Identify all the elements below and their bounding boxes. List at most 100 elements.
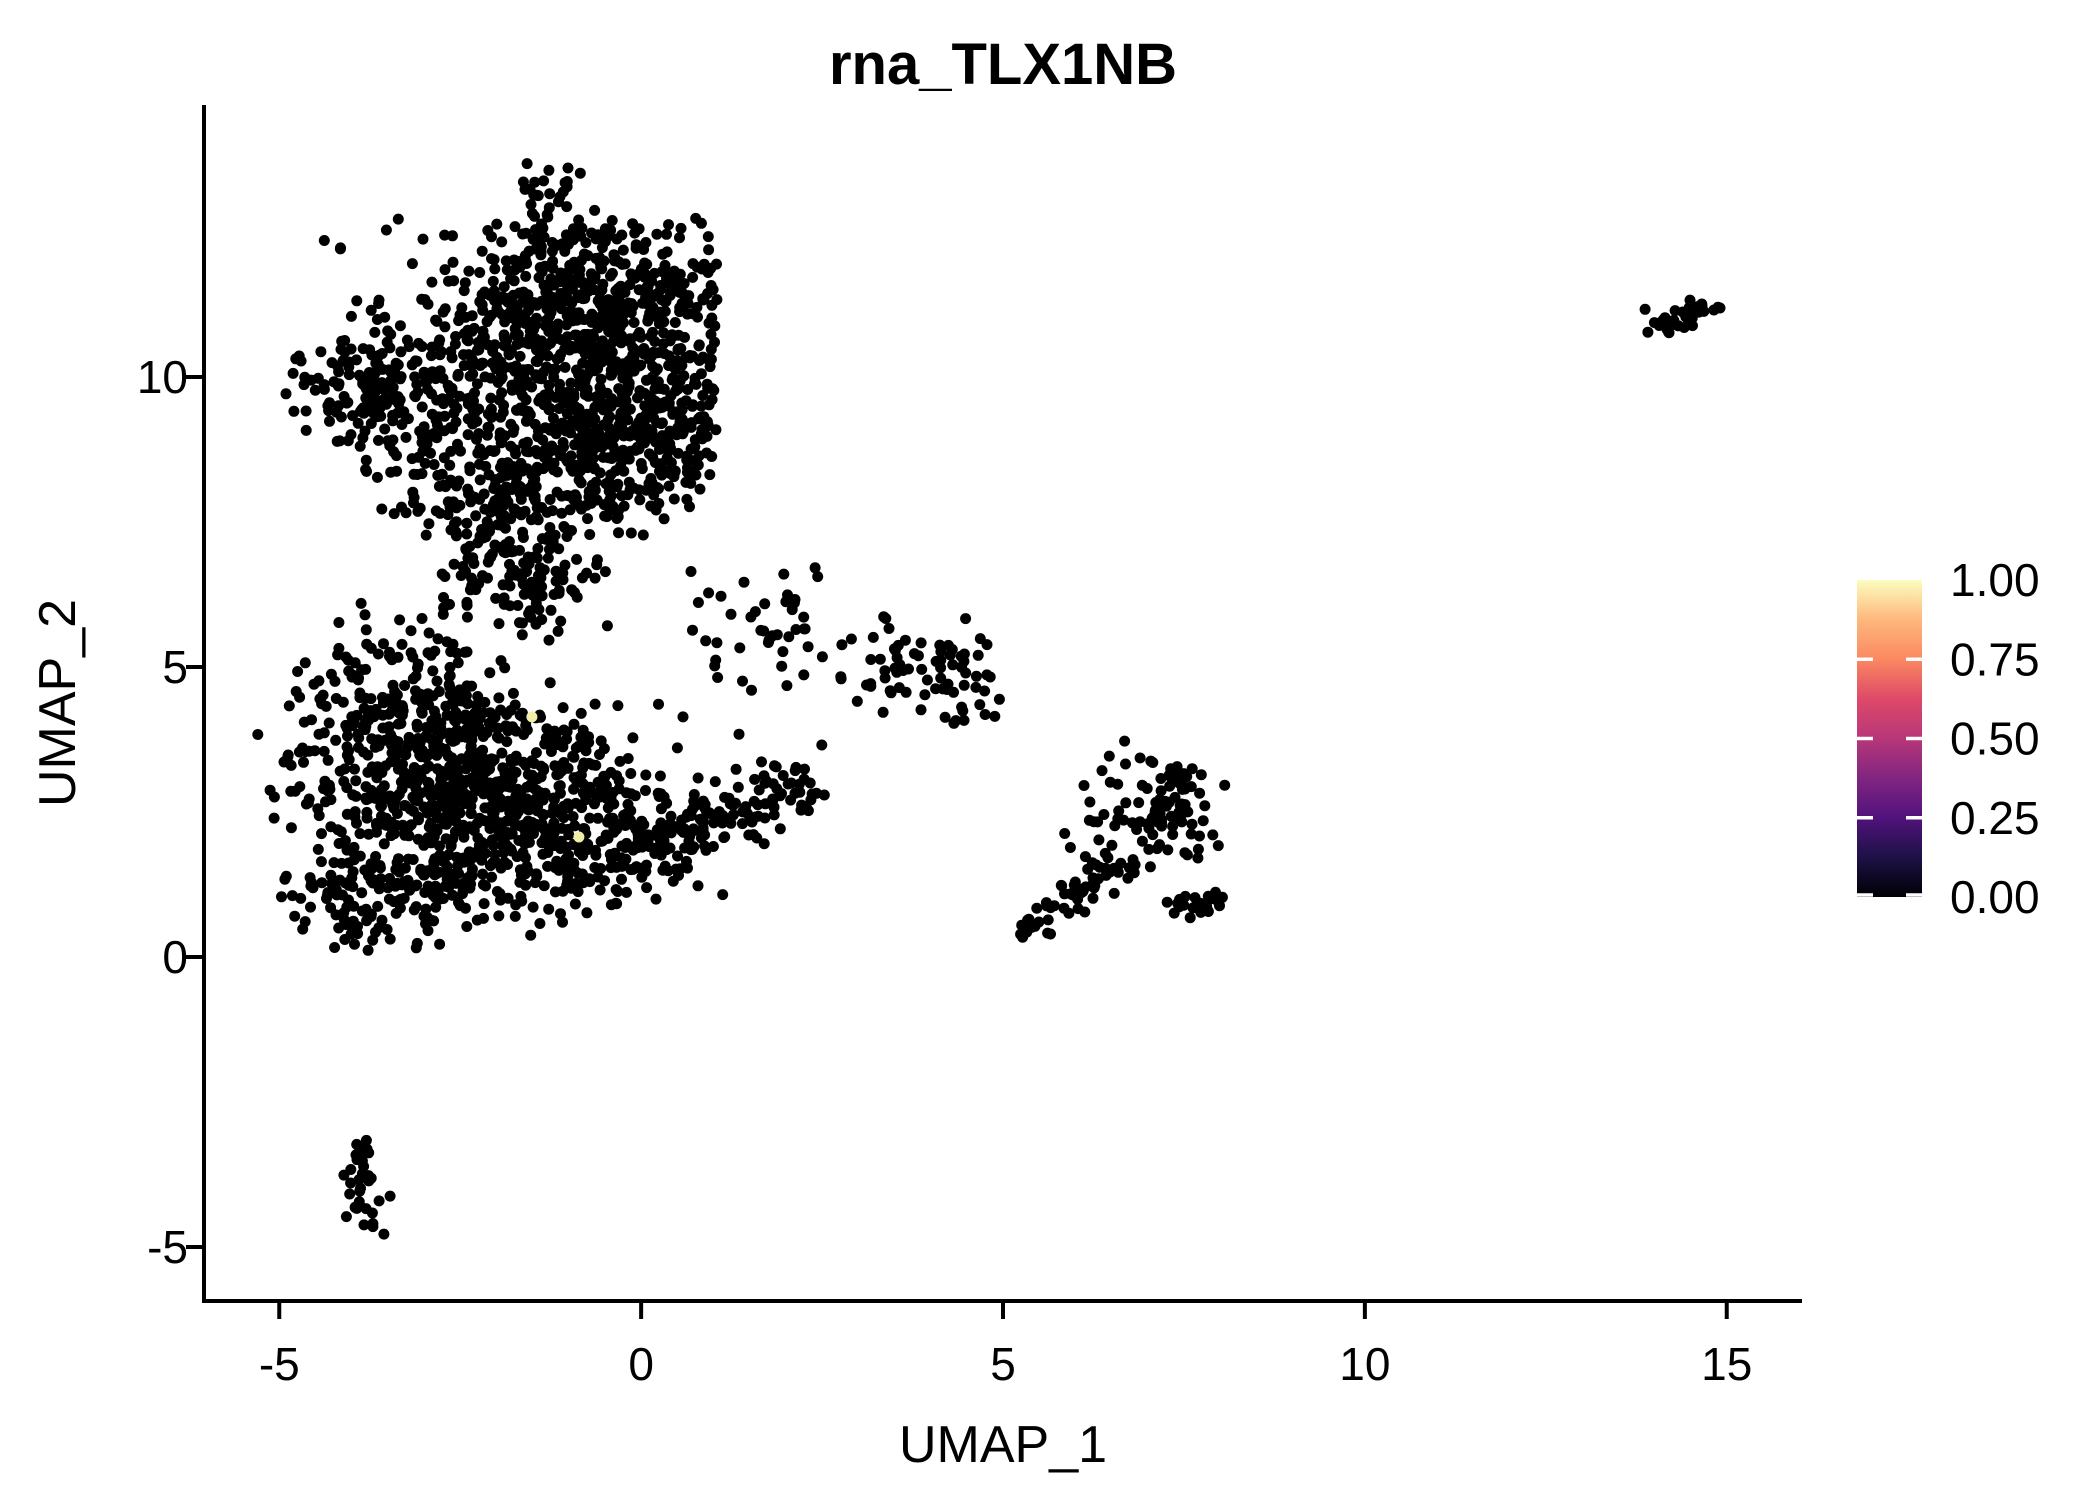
point [513, 287, 525, 299]
point [331, 435, 343, 447]
point [517, 578, 529, 590]
point [578, 344, 589, 356]
point [1108, 887, 1120, 899]
point [677, 301, 689, 313]
point [625, 768, 637, 779]
point [657, 464, 669, 476]
point [598, 255, 610, 267]
point [548, 371, 560, 383]
point [448, 558, 460, 570]
point [634, 328, 646, 340]
point [640, 237, 652, 248]
point [570, 459, 582, 471]
point [288, 405, 300, 417]
point [428, 459, 440, 470]
point [547, 255, 559, 267]
point [701, 378, 713, 390]
point [406, 258, 418, 270]
point [711, 637, 723, 649]
point [525, 929, 537, 941]
point [445, 803, 457, 815]
point [816, 739, 828, 751]
point [535, 711, 546, 723]
point [501, 815, 513, 827]
point [315, 346, 327, 358]
point [459, 788, 471, 800]
point [542, 860, 554, 872]
point [763, 634, 775, 646]
colorbar-label: 0.75 [1950, 633, 2040, 685]
point [417, 233, 429, 245]
point [352, 728, 364, 740]
point [919, 689, 931, 701]
point [545, 273, 557, 285]
point [1113, 805, 1125, 817]
point [655, 418, 667, 430]
point [442, 393, 454, 405]
point [356, 664, 368, 676]
point [1192, 843, 1204, 855]
point [523, 245, 535, 257]
point [503, 349, 515, 361]
point [1165, 763, 1177, 775]
point [867, 631, 879, 643]
point [595, 835, 607, 847]
point [592, 812, 604, 824]
point [590, 476, 602, 488]
point [438, 452, 450, 464]
point [340, 1211, 352, 1223]
point [1181, 771, 1193, 783]
point [452, 657, 464, 669]
point [430, 724, 442, 736]
point [627, 863, 639, 875]
point [484, 823, 496, 834]
point [387, 409, 399, 421]
point [347, 669, 359, 681]
point [337, 355, 349, 367]
y-tick-label: -5 [147, 1221, 188, 1273]
point [432, 469, 444, 481]
point [536, 533, 548, 545]
point [916, 663, 928, 675]
point [461, 517, 473, 529]
point [287, 367, 299, 379]
point [527, 589, 538, 601]
point [795, 804, 807, 816]
point [486, 871, 498, 883]
point [413, 337, 425, 349]
point [565, 377, 577, 389]
point [499, 831, 511, 843]
point [388, 446, 400, 458]
point [702, 231, 714, 243]
point [1161, 896, 1173, 908]
point [583, 731, 594, 743]
point [606, 267, 618, 279]
point [1067, 889, 1079, 901]
point [443, 727, 455, 739]
point [646, 477, 658, 489]
point [661, 452, 673, 464]
point [408, 904, 420, 916]
point [578, 786, 590, 798]
point [521, 337, 533, 349]
point [492, 785, 504, 797]
point [331, 406, 342, 418]
point [354, 828, 366, 840]
point [485, 551, 497, 563]
point [354, 692, 366, 704]
point [1205, 893, 1217, 905]
point [1684, 294, 1696, 306]
point [530, 747, 542, 759]
point [573, 831, 585, 843]
point [531, 552, 543, 564]
point [1064, 842, 1076, 853]
point [648, 412, 660, 424]
point [557, 418, 569, 430]
point [732, 781, 744, 793]
point [1144, 861, 1156, 873]
point [450, 331, 462, 342]
point [481, 727, 493, 739]
point [553, 294, 565, 306]
point [493, 732, 505, 744]
point [290, 686, 302, 697]
